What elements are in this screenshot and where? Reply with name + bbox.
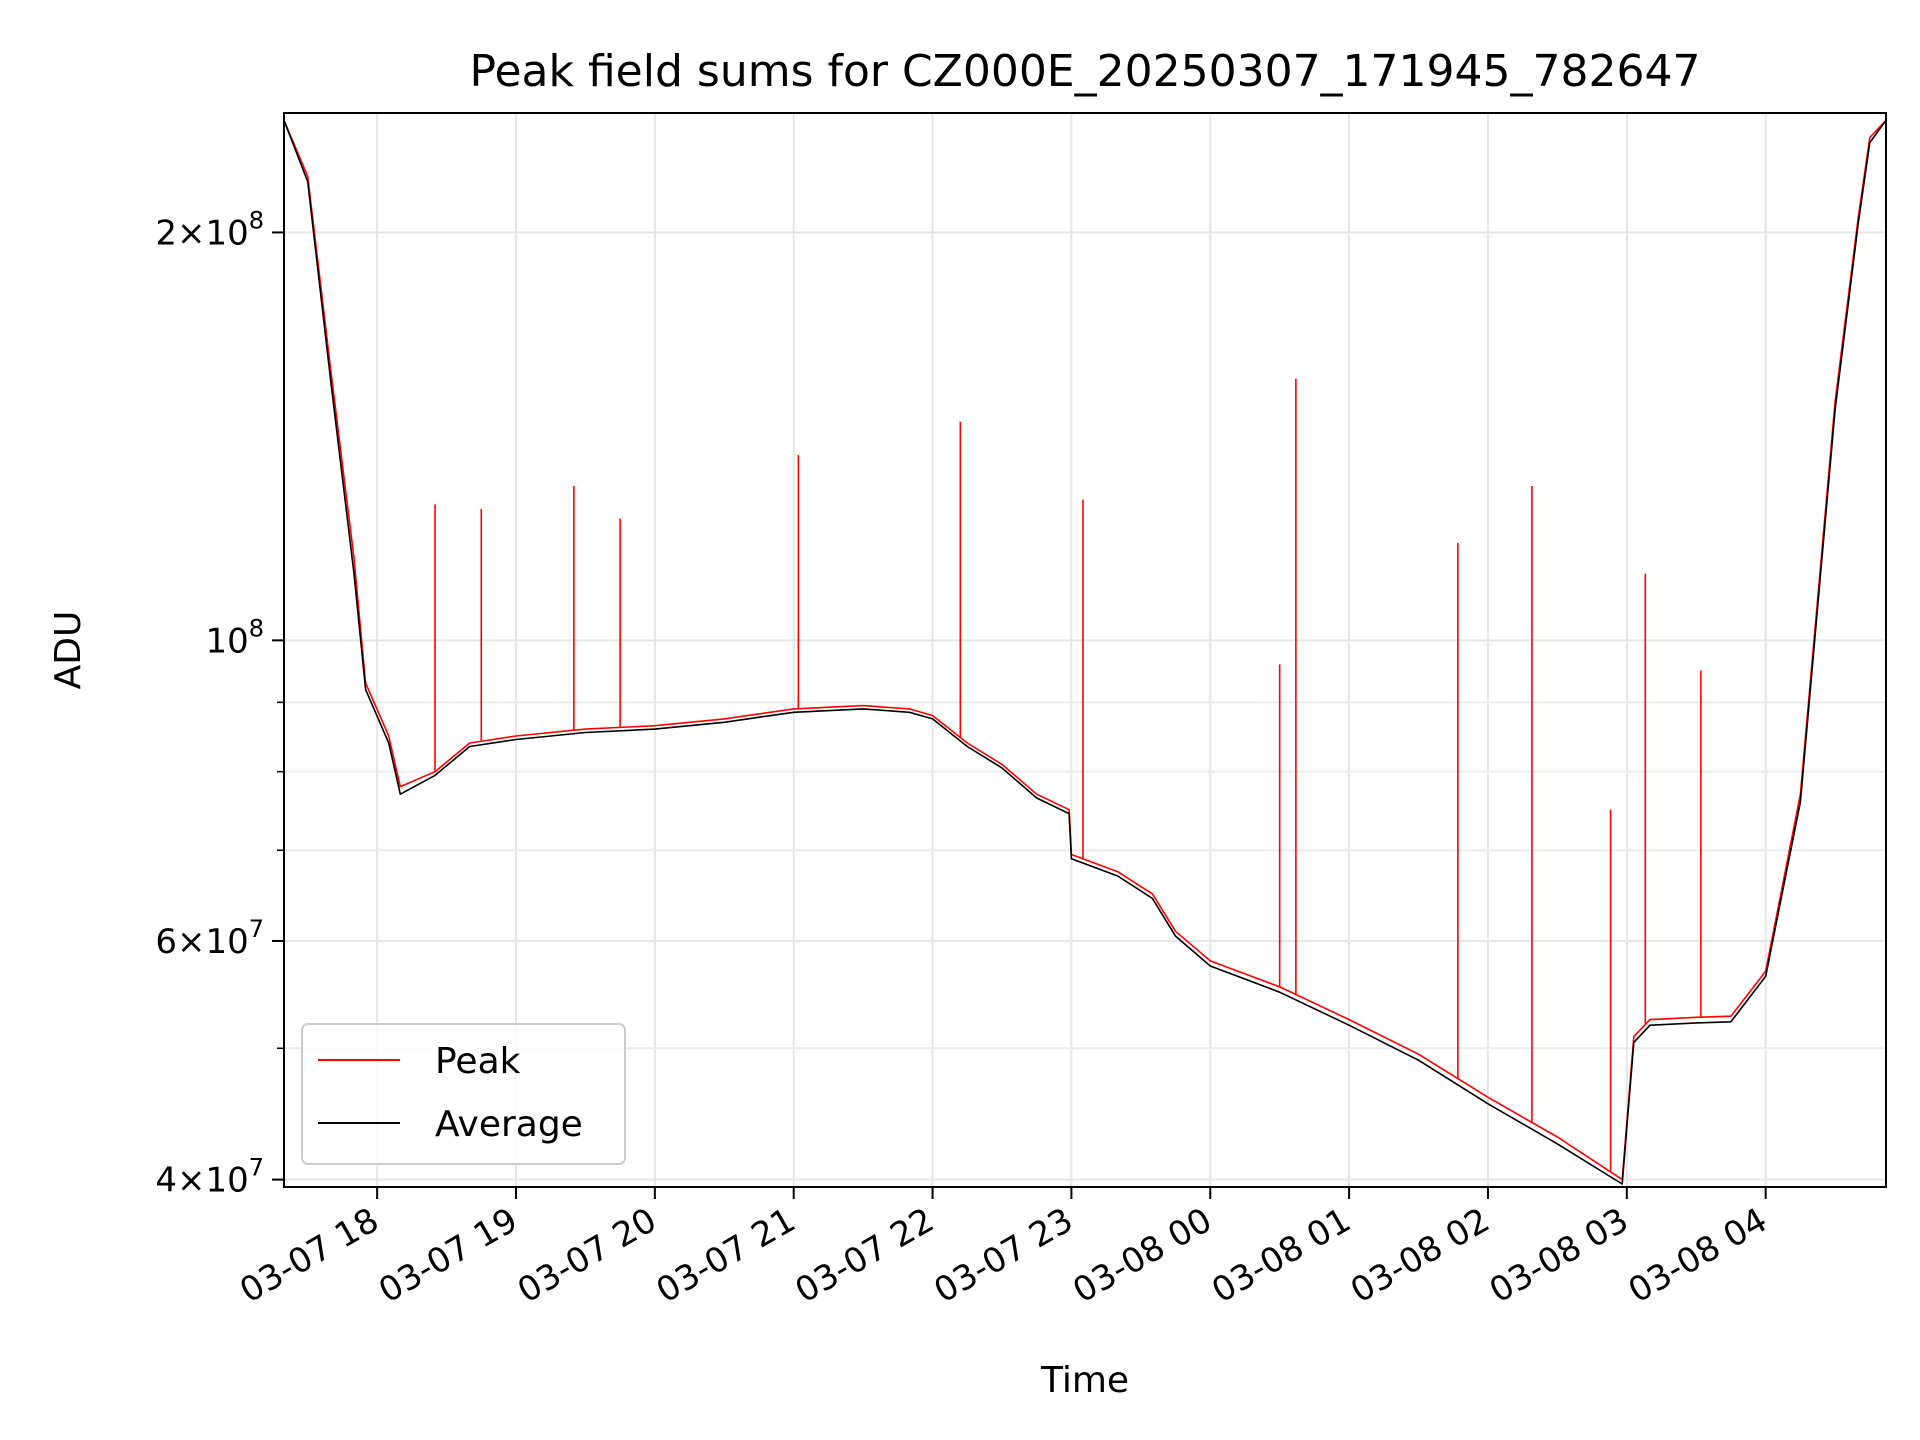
y-tick-label: 4×107 — [155, 1154, 264, 1201]
x-axis-label: Time — [1040, 1360, 1129, 1401]
y-axis-label: ADU — [48, 611, 89, 690]
legend-label-peak: Peak — [435, 1041, 521, 1082]
series-line-average — [283, 119, 1887, 1185]
legend-label-average: Average — [435, 1104, 583, 1145]
chart-title: Peak field sums for CZ000E_20250307_1719… — [470, 46, 1701, 97]
plot-area — [283, 119, 1887, 1185]
plot-frame — [283, 112, 1887, 1188]
y-tick-label: 2×108 — [155, 206, 264, 253]
legend: Peak Average — [301, 1023, 626, 1165]
grid — [284, 113, 1886, 1187]
y-tick-label: 6×107 — [155, 915, 264, 962]
